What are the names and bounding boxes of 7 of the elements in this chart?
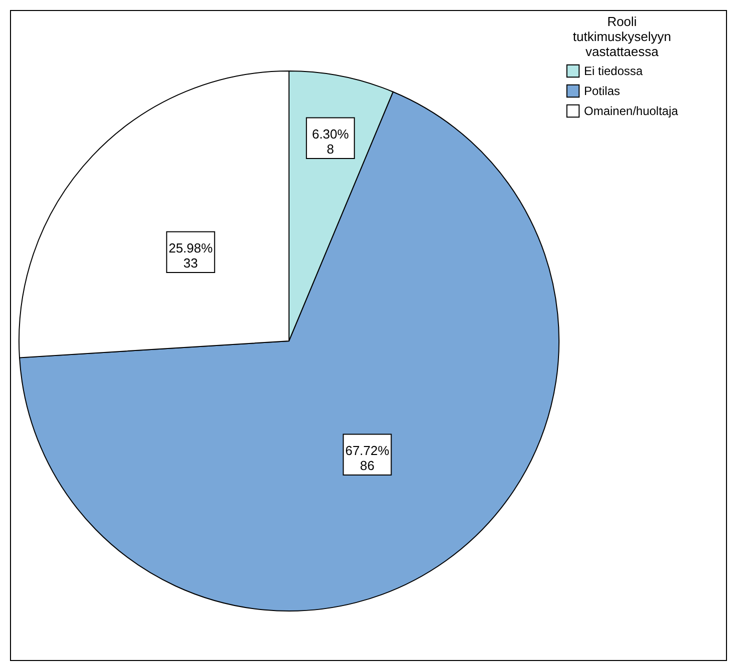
data-label: 67.72% 86	[345, 442, 390, 473]
data-label: 6.30% 8	[312, 126, 350, 157]
legend-label: Ei tiedossa	[584, 64, 644, 78]
legend-label: Potilas	[584, 84, 620, 98]
legend-title: Rooli tutkimuskyselyyn vastattaessa	[572, 14, 672, 59]
legend-label: Omainen/huoltaja	[584, 104, 678, 118]
data-label: 25.98% 33	[168, 240, 214, 271]
